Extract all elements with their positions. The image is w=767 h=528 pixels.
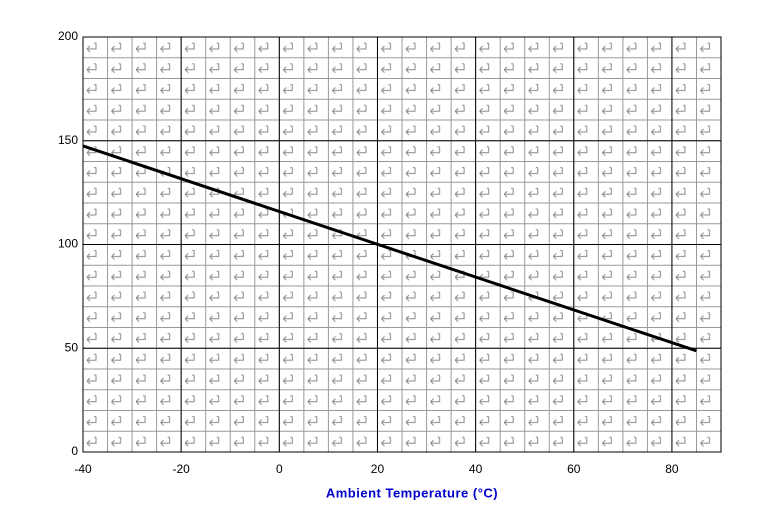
x-tick-label: 20 [371, 462, 385, 476]
y-tick-label: 50 [65, 340, 79, 354]
x-tick-label: -20 [172, 462, 190, 476]
x-axis-title: Ambient Temperature (°C) [326, 485, 498, 500]
x-tick-label: 60 [567, 462, 581, 476]
x-tick-label: 40 [469, 462, 483, 476]
y-tick-label: 0 [71, 444, 78, 458]
x-tick-label: 80 [665, 462, 679, 476]
plot-frame [82, 36, 722, 453]
y-tick-label: 150 [58, 133, 78, 147]
data-line [82, 144, 697, 353]
x-tick-label: -40 [74, 462, 92, 476]
x-tick-label: 0 [276, 462, 283, 476]
y-tick-label: 200 [58, 29, 78, 43]
y-tick-label: 100 [58, 237, 78, 251]
